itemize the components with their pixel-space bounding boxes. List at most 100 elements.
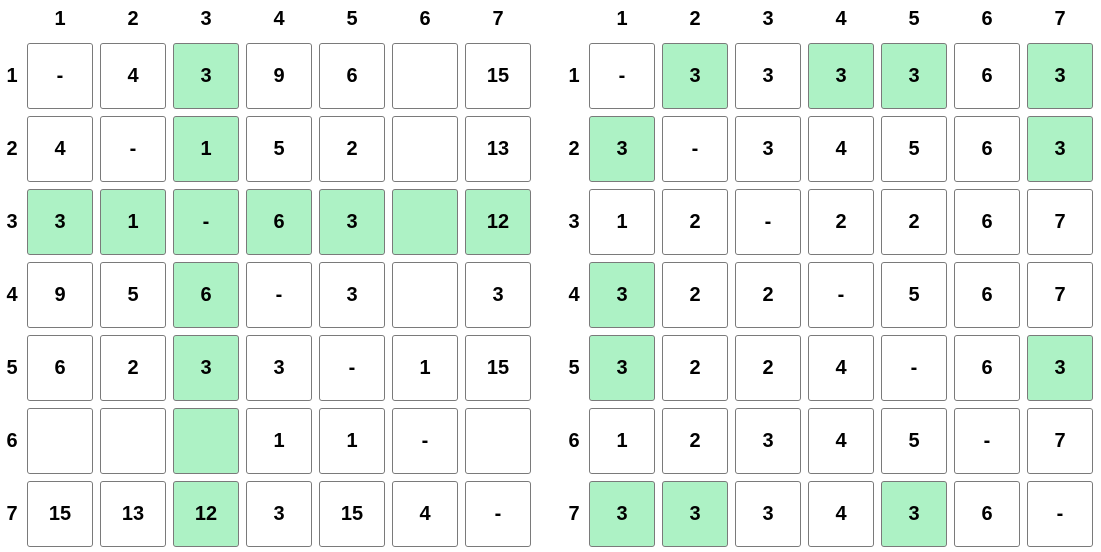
column-header-7: 7 [1054, 8, 1066, 30]
matrix-cell: 3 [589, 335, 655, 401]
matrix-cell: - [589, 43, 655, 109]
matrix-cell [392, 116, 458, 182]
matrix-cell: 3 [319, 262, 385, 328]
matrix-cell: 4 [808, 408, 874, 474]
row-header-2: 2 [6, 138, 18, 160]
matrix-cell: - [881, 335, 947, 401]
matrix-cell: 3 [246, 481, 312, 547]
matrix-cell: - [392, 408, 458, 474]
matrix-cell: 13 [100, 481, 166, 547]
matrix-cell: 2 [735, 262, 801, 328]
matrix-cell [392, 262, 458, 328]
matrix-cell: 3 [173, 335, 239, 401]
matrix-cell: - [173, 189, 239, 255]
matrix-cell: 6 [954, 335, 1020, 401]
matrix-cell: - [954, 408, 1020, 474]
matrix-cell: 2 [100, 335, 166, 401]
matrix-cell: 2 [808, 189, 874, 255]
column-header-3: 3 [200, 8, 212, 30]
matrix-cell: 4 [808, 335, 874, 401]
matrix-cell: 5 [881, 116, 947, 182]
matrix-cell: 7 [1027, 408, 1093, 474]
matrix-cell: 4 [392, 481, 458, 547]
matrix-cell: - [808, 262, 874, 328]
column-header-5: 5 [908, 8, 920, 30]
row-header-5: 5 [6, 357, 18, 379]
matrix-cell: 3 [173, 43, 239, 109]
matrix-cell: 5 [100, 262, 166, 328]
column-header-1: 1 [54, 8, 66, 30]
row-header-4: 4 [6, 284, 18, 306]
matrix-cell: 9 [246, 43, 312, 109]
matrix-cell: 7 [1027, 189, 1093, 255]
matrix-cell: 3 [27, 189, 93, 255]
row-header-1: 1 [568, 65, 580, 87]
matrix-cell: 1 [100, 189, 166, 255]
column-header-2: 2 [127, 8, 139, 30]
matrix-cell: - [465, 481, 531, 547]
matrix-cell: 5 [881, 262, 947, 328]
matrix-cell: 2 [319, 116, 385, 182]
matrix-cell: - [662, 116, 728, 182]
matrix-cell: 2 [735, 335, 801, 401]
matrix-cell: 7 [1027, 262, 1093, 328]
matrix-cell: 3 [881, 481, 947, 547]
matrix-cell [465, 408, 531, 474]
row-header-6: 6 [568, 430, 580, 452]
matrix-cell: 1 [246, 408, 312, 474]
matrix-cell [100, 408, 166, 474]
matrix-cell: 1 [173, 116, 239, 182]
matrix-cell: 3 [735, 43, 801, 109]
matrix-cell: 3 [246, 335, 312, 401]
matrix-cell: 12 [465, 189, 531, 255]
matrix-cell: 1 [589, 408, 655, 474]
matrix-cell: 2 [662, 262, 728, 328]
matrix-cell: 3 [465, 262, 531, 328]
row-header-6: 6 [6, 430, 18, 452]
row-header-4: 4 [568, 284, 580, 306]
matrix-cell: 1 [319, 408, 385, 474]
column-header-5: 5 [346, 8, 358, 30]
matrix-cell: 13 [465, 116, 531, 182]
matrix-cell: 6 [246, 189, 312, 255]
matrix-cell: 3 [589, 116, 655, 182]
matrix-cell: 3 [319, 189, 385, 255]
matrix-cell: 3 [1027, 43, 1093, 109]
matrix-cell: - [100, 116, 166, 182]
matrix-cell: - [246, 262, 312, 328]
matrix-cell [173, 408, 239, 474]
row-header-2: 2 [568, 138, 580, 160]
row-header-7: 7 [568, 503, 580, 525]
matrix-cell: 6 [954, 43, 1020, 109]
matrix-cell: 6 [954, 189, 1020, 255]
row-header-7: 7 [6, 503, 18, 525]
matrix-cell: 3 [1027, 335, 1093, 401]
column-header-6: 6 [981, 8, 993, 30]
matrix-cell: 5 [246, 116, 312, 182]
matrix-cell: - [319, 335, 385, 401]
column-header-4: 4 [273, 8, 285, 30]
column-header-6: 6 [419, 8, 431, 30]
matrix-cell [392, 189, 458, 255]
matrix-cell: 3 [808, 43, 874, 109]
matrix-cell: 4 [27, 116, 93, 182]
column-header-1: 1 [616, 8, 628, 30]
row-header-1: 1 [6, 65, 18, 87]
matrix-cell: 3 [735, 408, 801, 474]
distance-matrix-left: 1 2 3 4 5 6 7 1-4 3 9 6 15 2 4-1 5 2 13 3 3 1-6 3 12 4 9 5 6-3 3 5 6… [0, 0, 531, 552]
matrix-cell: 3 [589, 262, 655, 328]
matrix-cell: 2 [662, 189, 728, 255]
matrix-cell: 3 [589, 481, 655, 547]
matrix-cell: 2 [662, 408, 728, 474]
column-header-7: 7 [492, 8, 504, 30]
matrix-cell: 1 [589, 189, 655, 255]
matrix-cell: 6 [954, 481, 1020, 547]
matrix-cell: - [27, 43, 93, 109]
matrix-cell [27, 408, 93, 474]
matrix-cell: 4 [100, 43, 166, 109]
matrix-cell: 3 [735, 481, 801, 547]
matrix-cell: 6 [319, 43, 385, 109]
matrix-cell: 3 [735, 116, 801, 182]
column-header-4: 4 [835, 8, 847, 30]
